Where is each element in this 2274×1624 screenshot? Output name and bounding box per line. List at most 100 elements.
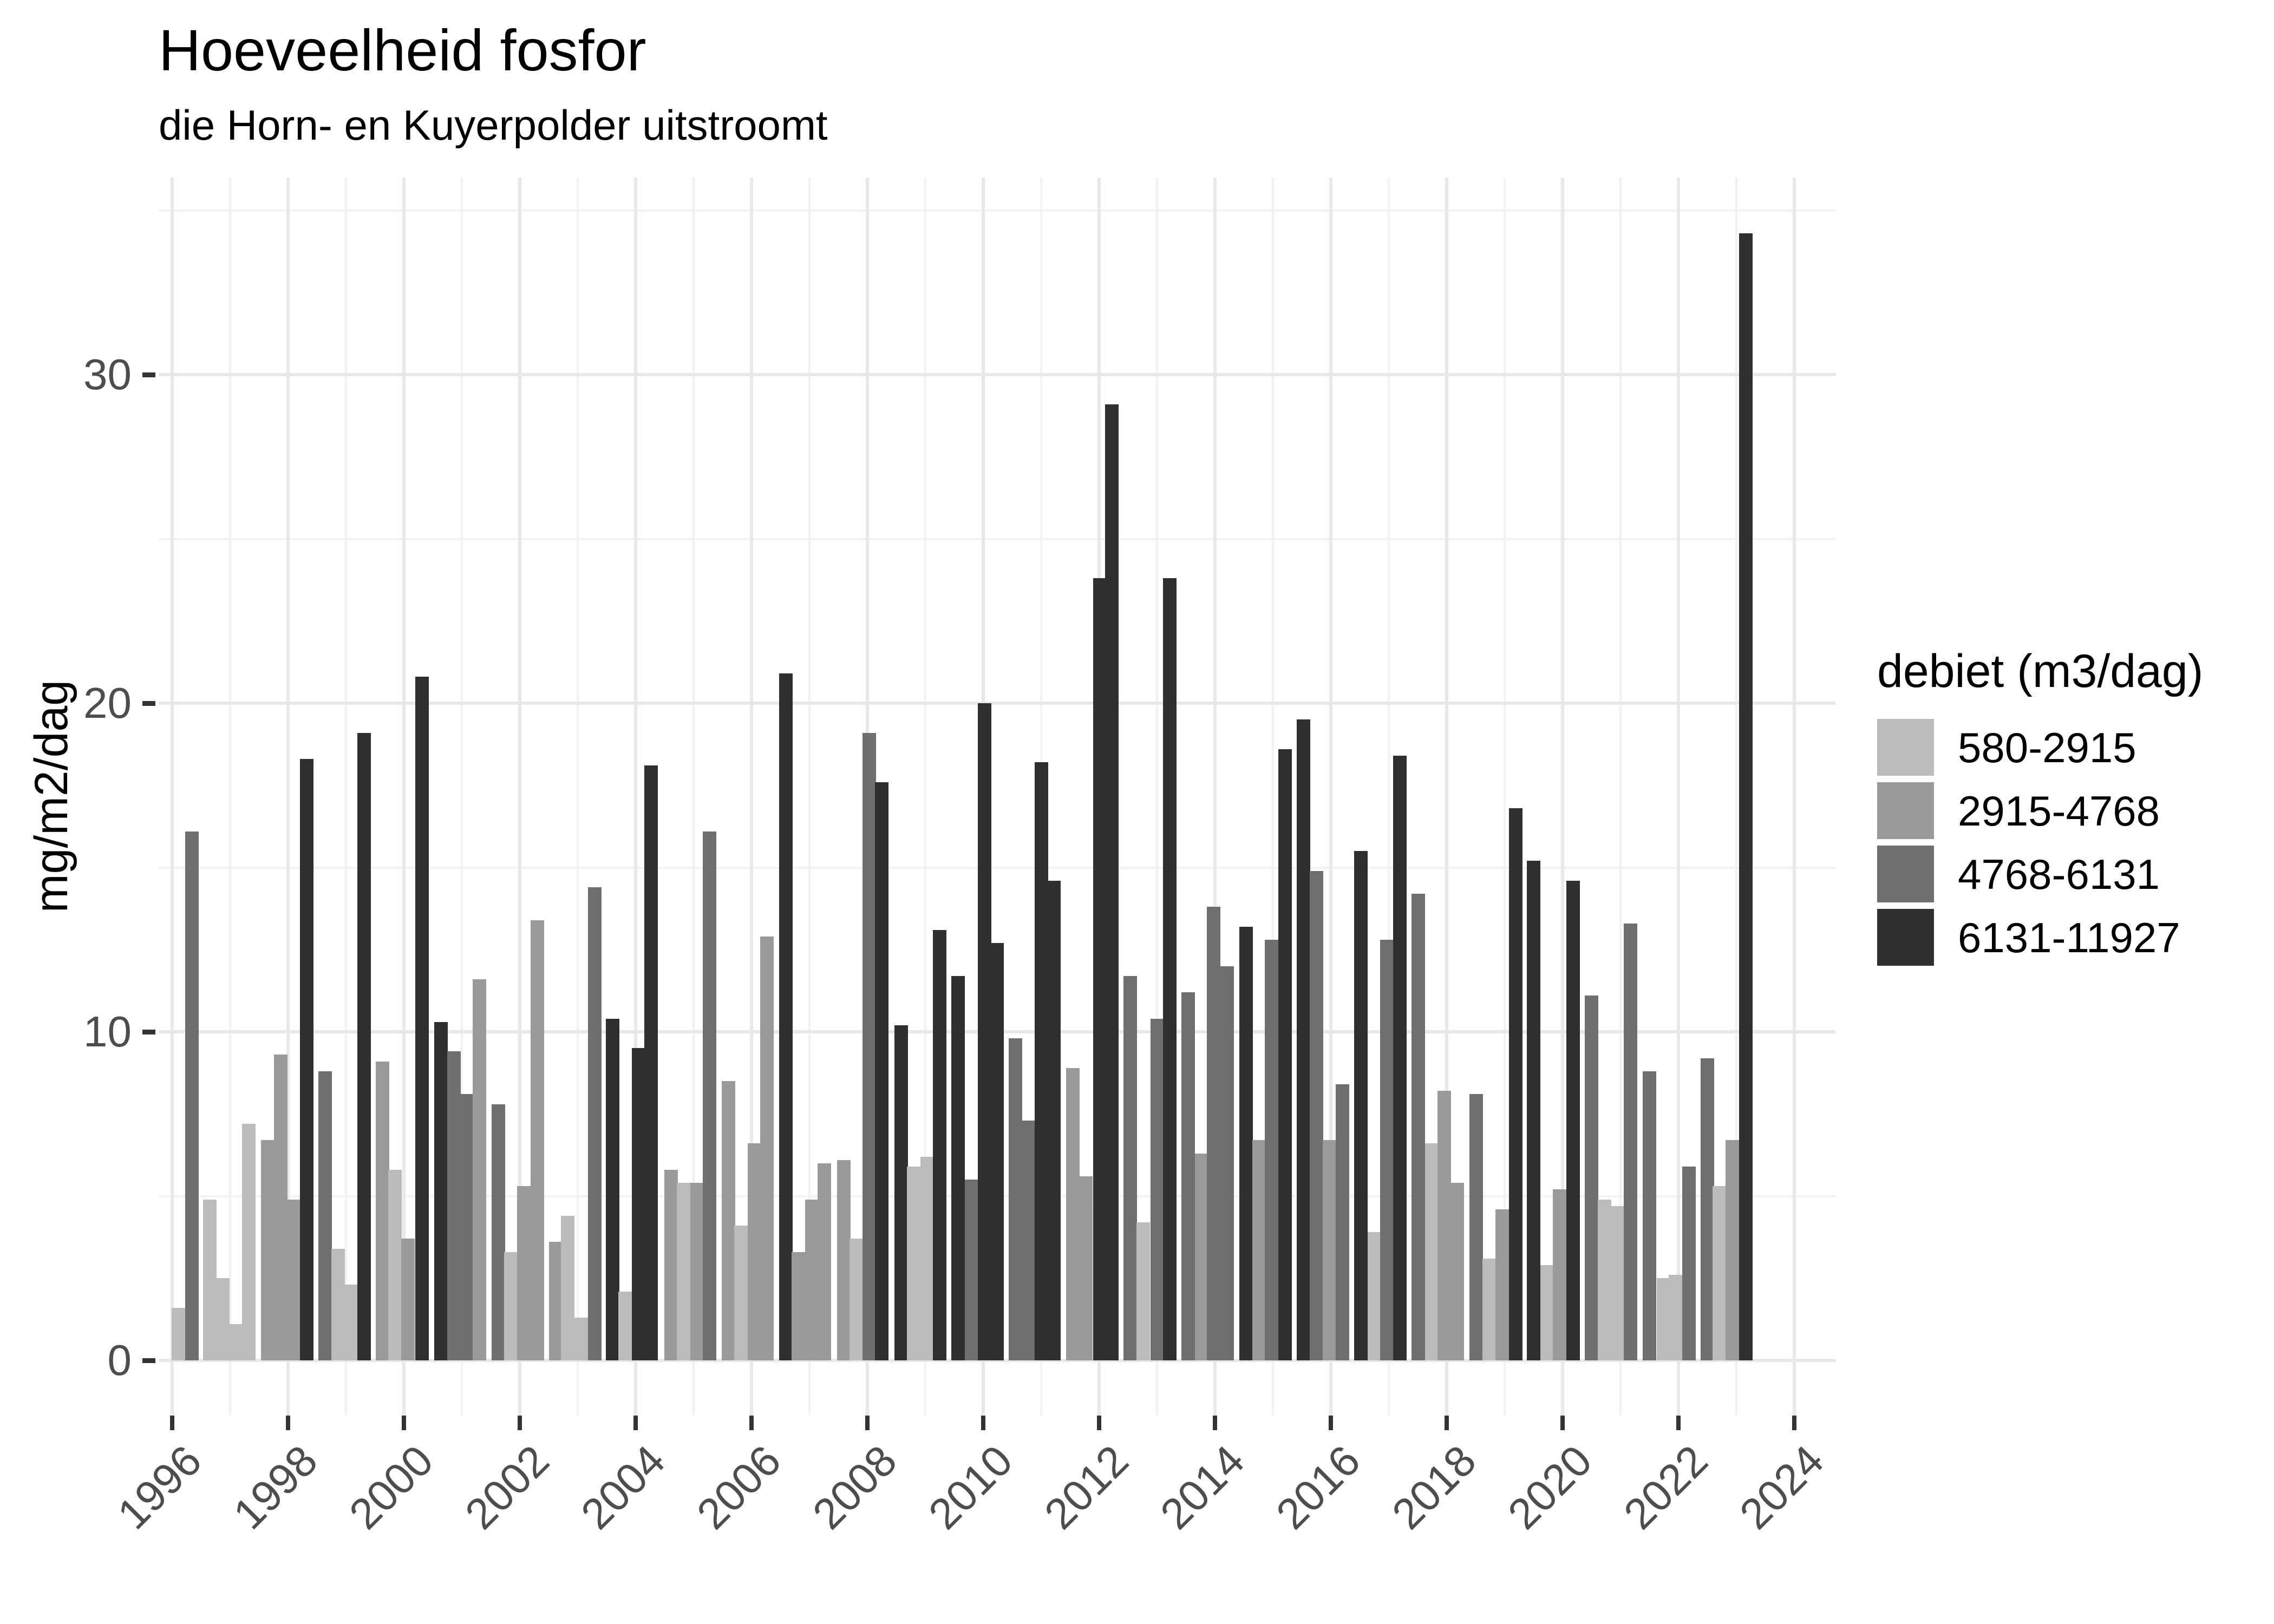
x-tick: [865, 1416, 870, 1430]
bar: [618, 1291, 632, 1360]
x-tick-label: 2012: [1035, 1436, 1138, 1538]
bar: [574, 1318, 588, 1360]
bar: [1079, 1176, 1093, 1360]
bar: [792, 1252, 806, 1360]
gridline-x-major: [1329, 178, 1332, 1416]
x-tick: [1445, 1416, 1449, 1430]
bar: [548, 1242, 563, 1360]
bar: [1412, 894, 1426, 1360]
x-tick: [1560, 1416, 1565, 1430]
y-tick-label: 10: [83, 1007, 132, 1056]
gridline-x-minor: [1504, 178, 1506, 1416]
bar: [1701, 1058, 1714, 1360]
bar: [1469, 1094, 1484, 1360]
y-tick-label: 30: [83, 350, 132, 398]
bar: [951, 975, 965, 1360]
gridline-x-major: [1677, 178, 1680, 1416]
y-tick-label: 20: [83, 679, 132, 727]
bar: [965, 1180, 979, 1360]
bar: [1163, 578, 1177, 1360]
bar: [1093, 578, 1107, 1360]
bar: [779, 673, 793, 1360]
bar: [875, 782, 889, 1360]
bar: [1220, 966, 1234, 1360]
x-tick: [170, 1416, 174, 1430]
bar: [1265, 940, 1279, 1360]
legend-item: 580-2915: [1877, 719, 2203, 776]
bar: [1585, 996, 1598, 1360]
bar: [504, 1252, 518, 1360]
x-tick: [286, 1416, 290, 1430]
gridline-x-minor: [1735, 178, 1737, 1416]
bar: [491, 1104, 505, 1360]
bar: [203, 1199, 217, 1360]
x-tick-label: 2016: [1267, 1436, 1369, 1538]
bar: [1623, 923, 1637, 1360]
x-tick: [1792, 1416, 1796, 1430]
legend: debiet (m3/dag) 580-2915 2915-4768 4768-61…: [1877, 645, 2203, 972]
bar: [760, 936, 774, 1360]
bar: [1335, 1084, 1349, 1360]
bar: [907, 1166, 921, 1360]
x-tick: [402, 1416, 406, 1430]
bar: [172, 1307, 186, 1360]
x-tick: [633, 1416, 638, 1430]
x-tick-label: 2020: [1499, 1436, 1601, 1538]
gridline-y-major: [159, 1359, 1835, 1362]
x-tick-label: 2010: [919, 1436, 1022, 1538]
bar: [357, 732, 371, 1360]
bar: [818, 1163, 832, 1360]
gridline-x-minor: [1388, 178, 1390, 1416]
bar: [1239, 926, 1253, 1360]
bar: [1450, 1183, 1464, 1360]
legend-item-label: 580-2915: [1958, 723, 2136, 771]
bar: [1066, 1068, 1080, 1360]
bar: [664, 1169, 678, 1360]
bar: [1597, 1199, 1611, 1360]
bar: [447, 1051, 461, 1360]
x-tick-label: 2022: [1615, 1436, 1717, 1538]
gridline-y-minor: [159, 866, 1835, 869]
bar: [1726, 1140, 1739, 1360]
y-tick: [142, 701, 155, 706]
bar: [401, 1239, 415, 1360]
gridline-y-minor: [159, 538, 1835, 540]
x-tick: [749, 1416, 754, 1430]
x-tick-label: 2018: [1383, 1436, 1485, 1538]
legend-key-swatch: [1877, 909, 1934, 966]
bar: [1194, 1153, 1208, 1360]
gridline-x-major: [634, 178, 637, 1416]
bar: [1508, 808, 1522, 1360]
bar: [1354, 851, 1368, 1360]
gridline-x-major: [1793, 178, 1796, 1416]
bar: [1309, 870, 1323, 1360]
gridline-x-minor: [577, 178, 579, 1416]
gridline-x-minor: [1156, 178, 1158, 1416]
bar: [1566, 880, 1580, 1360]
legend-key-swatch: [1877, 782, 1934, 839]
bar: [1669, 1275, 1683, 1360]
gridline-x-minor: [1272, 178, 1274, 1416]
plot-subtitle: die Horn- en Kuyerpolder uitstroomt: [159, 101, 828, 149]
bar: [1150, 1018, 1164, 1360]
bar: [1009, 1038, 1023, 1360]
gridline-x-minor: [229, 178, 231, 1416]
bar: [1297, 719, 1311, 1360]
x-tick: [1329, 1416, 1333, 1430]
legend-key-swatch: [1877, 719, 1934, 776]
gridline-x-major: [1561, 178, 1564, 1416]
bar: [1323, 1140, 1337, 1360]
bar: [894, 1025, 908, 1360]
bar: [1540, 1265, 1554, 1360]
bar: [862, 732, 876, 1360]
legend-key-swatch: [1877, 846, 1934, 902]
bar: [734, 1226, 748, 1360]
legend-item-label: 4768-6131: [1958, 850, 2160, 898]
bar: [837, 1160, 851, 1360]
x-tick-label: 2024: [1730, 1436, 1833, 1538]
bar: [1252, 1140, 1266, 1360]
bar: [644, 765, 658, 1360]
bar: [850, 1239, 864, 1360]
bar: [561, 1215, 575, 1360]
bar: [517, 1186, 531, 1360]
